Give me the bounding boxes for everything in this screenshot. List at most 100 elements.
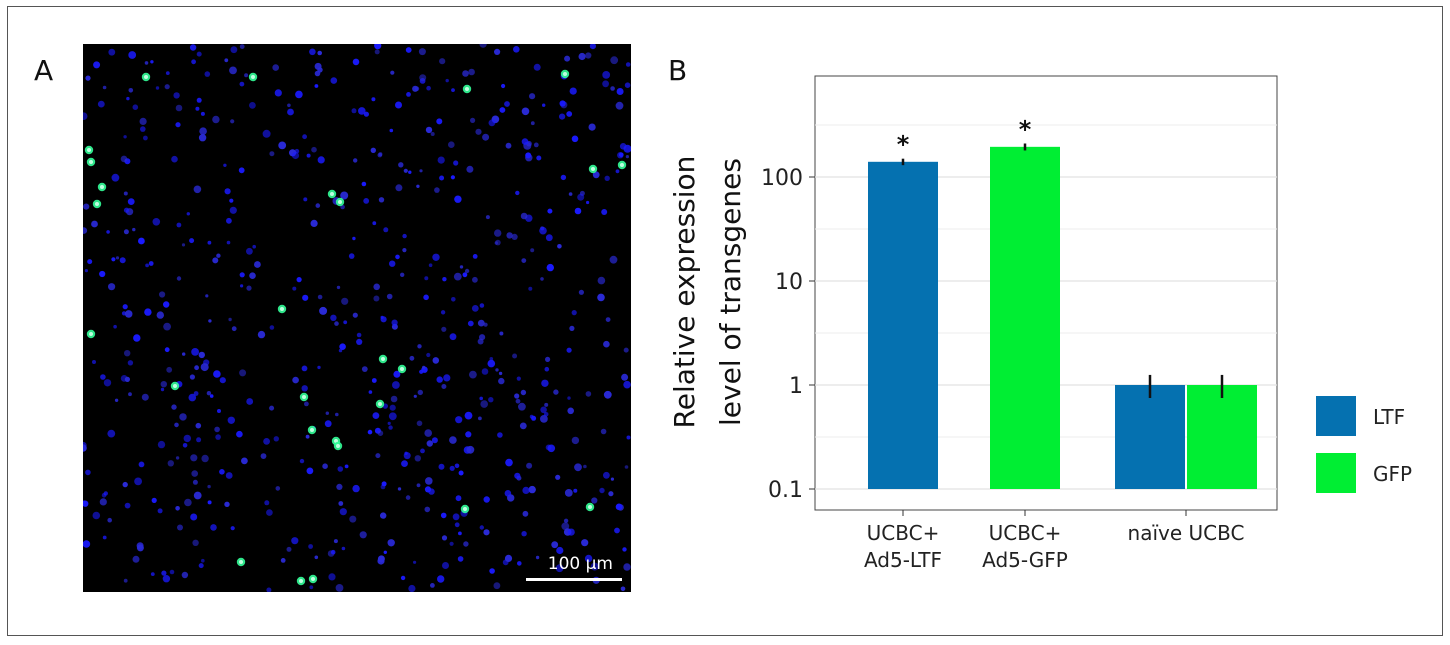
blue-nucleus <box>176 222 182 228</box>
blue-nucleus <box>280 558 286 563</box>
blue-nucleus <box>309 585 314 590</box>
blue-nucleus <box>498 377 505 385</box>
panel-a-label: A <box>34 54 54 87</box>
blue-nucleus <box>402 248 407 253</box>
blue-nucleus <box>545 444 552 451</box>
blue-nucleus <box>506 232 513 239</box>
blue-nucleus <box>319 306 328 315</box>
green-cell-core <box>463 507 467 511</box>
blue-nucleus <box>198 351 205 359</box>
bar-gfp <box>990 146 1060 489</box>
blue-nucleus <box>405 47 412 53</box>
blue-nucleus <box>200 363 209 372</box>
blue-nucleus <box>169 569 175 575</box>
green-cell-core <box>89 160 93 164</box>
blue-nucleus <box>389 404 396 411</box>
green-cell-core <box>338 200 342 204</box>
blue-nucleus <box>269 325 275 330</box>
blue-nucleus <box>217 409 221 413</box>
blue-nucleus <box>363 198 370 204</box>
blue-nucleus <box>519 422 527 430</box>
green-cell-core <box>588 505 592 509</box>
blue-nucleus <box>123 191 128 196</box>
blue-nucleus <box>489 357 494 361</box>
blue-nucleus <box>85 75 91 81</box>
blue-nucleus <box>493 582 501 590</box>
blue-nucleus <box>378 197 385 203</box>
blue-nucleus <box>434 187 440 193</box>
blue-nucleus <box>445 78 449 83</box>
blue-nucleus <box>431 437 438 444</box>
blue-nucleus <box>314 555 319 560</box>
blue-nucleus <box>623 563 631 571</box>
blue-nucleus <box>574 207 582 215</box>
blue-nucleus <box>275 486 281 491</box>
blue-nucleus <box>209 394 214 398</box>
blue-nucleus <box>610 56 619 65</box>
blue-nucleus <box>454 195 462 203</box>
blue-nucleus <box>389 260 396 267</box>
blue-nucleus <box>236 430 243 438</box>
blue-nucleus <box>387 539 395 547</box>
blue-nucleus <box>390 395 398 403</box>
blue-nucleus <box>219 469 225 475</box>
blue-nucleus <box>303 197 308 202</box>
blue-nucleus <box>442 562 449 569</box>
blue-nucleus <box>224 501 230 507</box>
blue-nucleus <box>438 463 445 470</box>
blue-nucleus <box>227 416 235 424</box>
blue-nucleus <box>204 71 211 77</box>
blue-nucleus <box>449 541 454 546</box>
blue-nucleus <box>526 462 533 469</box>
blue-nucleus <box>128 392 132 397</box>
blue-nucleus <box>624 82 631 88</box>
blue-nucleus <box>216 253 221 258</box>
blue-nucleus <box>418 48 426 56</box>
blue-nucleus <box>92 511 101 520</box>
blue-nucleus <box>471 305 479 312</box>
blue-nucleus <box>195 106 200 111</box>
blue-nucleus <box>470 117 476 123</box>
blue-nucleus <box>616 88 624 95</box>
blue-nucleus <box>374 44 382 50</box>
blue-nucleus <box>462 70 469 77</box>
blue-nucleus <box>361 366 368 372</box>
blue-nucleus <box>597 276 606 285</box>
blue-nucleus <box>330 549 336 555</box>
blue-nucleus <box>569 325 575 331</box>
blue-nucleus <box>566 347 572 353</box>
blue-nucleus <box>128 51 137 59</box>
blue-nucleus <box>479 525 484 530</box>
blue-nucleus <box>625 155 630 159</box>
blue-nucleus <box>160 387 165 392</box>
blue-nucleus <box>252 244 256 249</box>
blue-nucleus <box>207 240 212 245</box>
blue-nucleus <box>462 272 468 278</box>
blue-nucleus <box>145 263 149 268</box>
blue-nucleus <box>83 444 87 452</box>
blue-nucleus <box>615 503 623 511</box>
blue-nucleus <box>189 44 197 51</box>
blue-nucleus <box>603 340 610 348</box>
blue-nucleus <box>372 221 377 226</box>
blue-nucleus <box>344 464 349 469</box>
blue-nucleus <box>451 88 455 92</box>
blue-nucleus <box>417 389 423 396</box>
blue-nucleus <box>480 400 489 408</box>
blue-nucleus <box>424 486 432 493</box>
blue-nucleus <box>599 487 605 494</box>
blue-nucleus <box>224 58 229 63</box>
blue-nucleus <box>189 238 195 244</box>
blue-nucleus <box>495 368 499 372</box>
blue-nucleus <box>567 396 571 400</box>
blue-nucleus <box>585 52 592 59</box>
blue-nucleus <box>393 370 401 378</box>
blue-nucleus <box>372 412 380 419</box>
blue-nucleus <box>531 415 537 421</box>
blue-nucleus <box>190 454 198 462</box>
blue-nucleus <box>494 229 502 237</box>
blue-nucleus <box>458 470 464 476</box>
blue-nucleus <box>167 460 174 467</box>
blue-nucleus <box>171 404 177 410</box>
blue-nucleus <box>571 310 577 316</box>
